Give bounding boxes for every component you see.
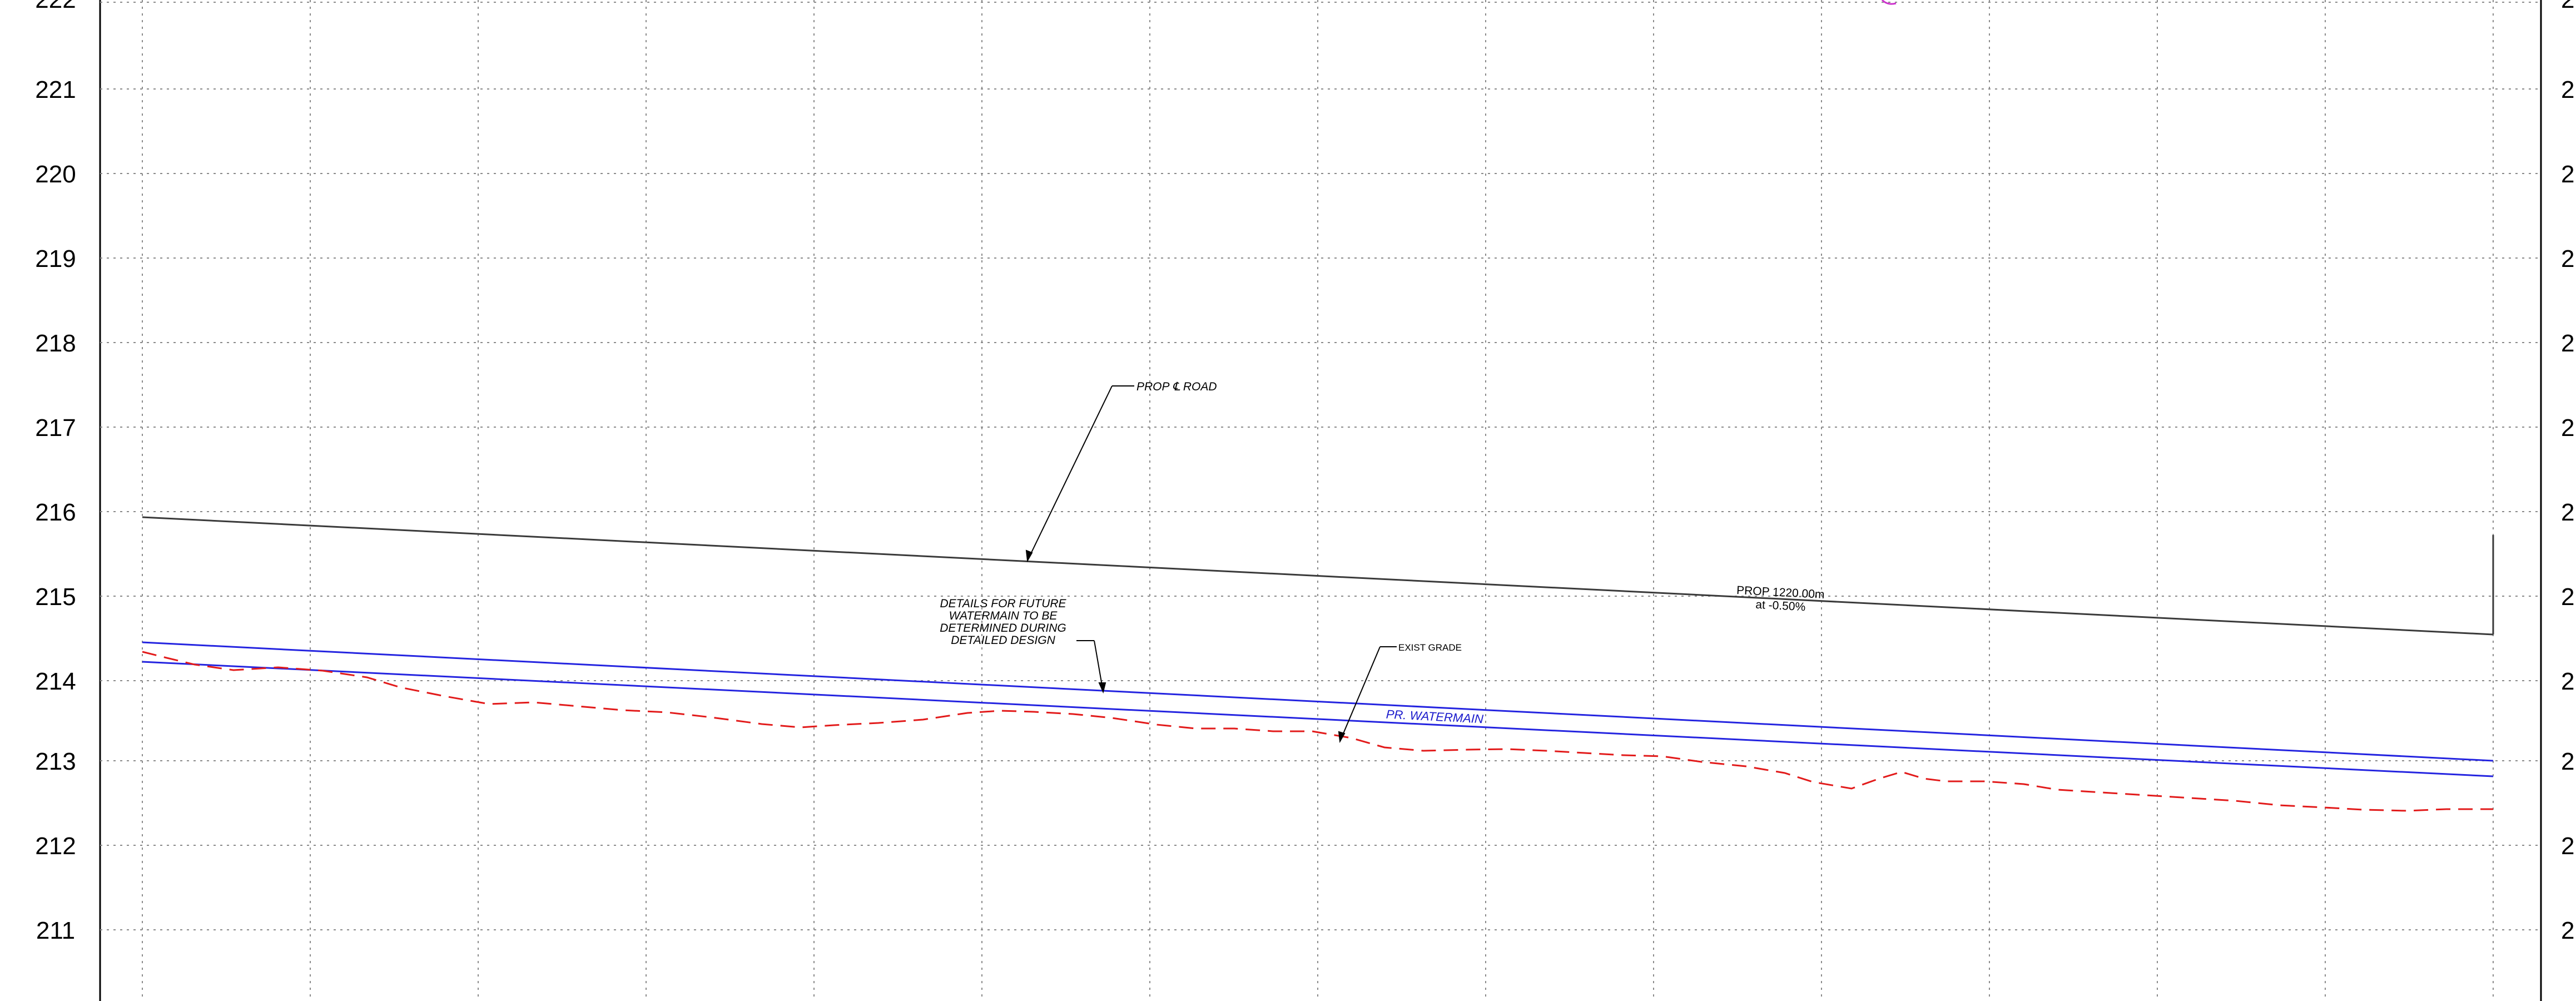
watermain-note-line-4: DETAILED DESIGN <box>951 634 1055 647</box>
right-elevation-label: 2 <box>2561 832 2574 860</box>
watermain-note: DETAILS FOR FUTURE WATERMAIN TO BE DETER… <box>940 597 1066 647</box>
elevation-label-219: 219 <box>35 245 76 272</box>
grade-length-label: PROP 1220.00m <box>1736 584 1825 601</box>
road-label-leader <box>1025 385 1134 563</box>
right-elevation-label: 2 <box>2561 917 2574 944</box>
watermain-note-line-3: DETERMINED DURING <box>940 622 1066 635</box>
elevation-label-213: 213 <box>35 748 76 775</box>
magenta-line-fragment <box>1881 0 1897 5</box>
elevation-label-211: 211 <box>36 917 75 944</box>
watermain-note-leader <box>1076 640 1106 694</box>
right-elevation-labels: 2 2 2 2 2 2 2 2 2 2 2 2 <box>2561 0 2574 944</box>
right-elevation-label: 2 <box>2561 0 2574 13</box>
grid-vertical <box>142 0 2494 1001</box>
watermain-note-line-2: WATERMAIN TO BE <box>949 609 1058 622</box>
elevation-label-212: 212 <box>35 832 76 860</box>
right-elevation-label: 2 <box>2561 330 2574 357</box>
elevation-label-215: 215 <box>35 583 76 611</box>
grid-horizontal <box>100 88 2541 930</box>
exist-grade-leader <box>1338 646 1397 744</box>
right-elevation-label: 2 <box>2561 245 2574 272</box>
right-elevation-label: 2 <box>2561 76 2574 103</box>
elevation-label-221: 221 <box>35 76 76 103</box>
watermain-bottom-line <box>142 661 2494 777</box>
watermain-top-line <box>142 641 2494 762</box>
elevation-label-217: 217 <box>35 414 76 442</box>
elevation-label-222: 222 <box>35 0 76 13</box>
right-elevation-label: 2 <box>2561 583 2574 611</box>
road-centreline-label: PROP ℄ ROAD <box>1136 380 1217 393</box>
right-elevation-label: 2 <box>2561 668 2574 695</box>
right-elevation-label: 2 <box>2561 161 2574 188</box>
right-elevation-label: 2 <box>2561 414 2574 442</box>
elevation-label-218: 218 <box>35 330 76 357</box>
grade-label: PROP 1220.00m at -0.50% <box>1736 584 1825 613</box>
exist-grade-label: EXIST GRADE <box>1398 642 1462 653</box>
proposed-road-centreline <box>142 516 2494 636</box>
elevation-label-214: 214 <box>35 668 76 695</box>
elevation-label-220: 220 <box>35 161 76 188</box>
left-elevation-labels: 222 221 220 219 218 217 216 215 214 213 … <box>35 0 76 944</box>
right-elevation-label: 2 <box>2561 499 2574 526</box>
elevation-label-216: 216 <box>35 499 76 526</box>
grade-slope-label: at -0.50% <box>1755 598 1806 614</box>
watermain-note-line-1: DETAILS FOR FUTURE <box>940 597 1066 610</box>
right-elevation-label: 2 <box>2561 748 2574 775</box>
